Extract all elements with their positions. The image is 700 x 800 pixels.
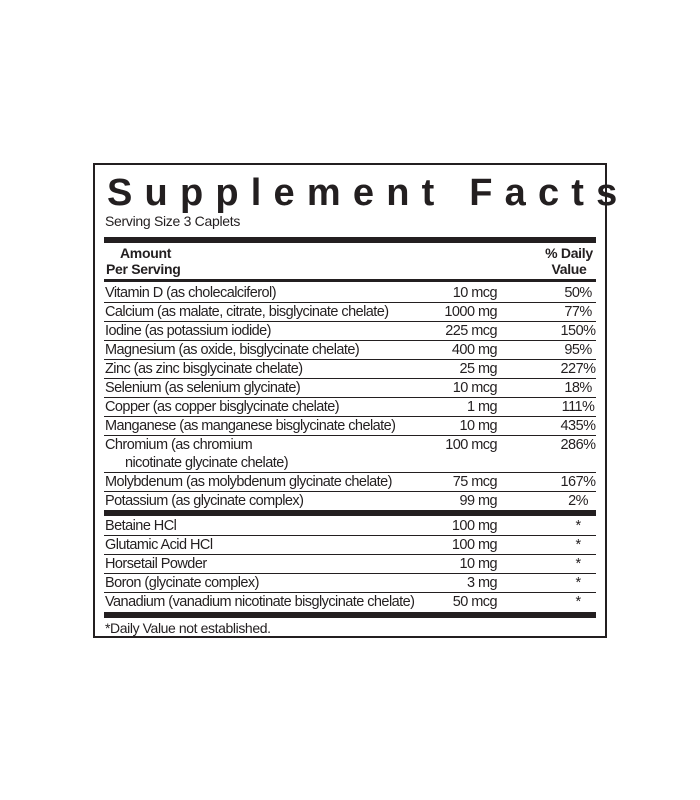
header-value: Value [551,261,587,277]
ingredient-row: Manganese (as manganese bisglycinate che… [104,417,596,436]
ingredient-daily-value: 435% [560,418,596,434]
ingredient-daily-value: 18% [564,380,592,396]
thick-divider [104,237,596,243]
ingredient-row: Copper (as copper bisglycinate chelate) 1… [104,398,596,417]
amount-per-serving-header: Amount Per Serving [106,245,181,277]
ingredient-name: Selenium (as selenium glycinate) [105,380,301,396]
ingredient-name: Magnesium (as oxide, bisglycinate chelat… [105,342,360,358]
thick-divider [104,510,596,516]
ingredient-daily-value: 286% [560,437,596,453]
serving-size: Serving Size 3 Caplets [105,213,241,229]
ingredient-amount: 25 mg [459,361,497,377]
ingredient-amount: 1000 mg [444,304,497,320]
ingredient-name: Vanadium (vanadium nicotinate bisglycina… [105,594,415,610]
ingredient-daily-value: * [575,575,581,591]
ingredient-daily-value: 167% [560,474,596,490]
ingredient-amount: 400 mg [451,342,498,358]
ingredient-amount: 225 mcg [445,323,497,339]
ingredient-daily-value: 2% [568,493,588,509]
ingredient-row: Glutamic Acid HCl 100 mg * [104,536,596,555]
ingredient-name: Manganese (as manganese bisglycinate che… [105,418,396,434]
ingredient-daily-value: 111% [561,399,595,415]
ingredient-daily-value: 227% [560,361,596,377]
ingredient-amount: 10 mg [459,418,497,434]
ingredient-row: Selenium (as selenium glycinate) 10 mcg 18… [104,379,596,398]
ingredient-row: Iodine (as potassium iodide) 225 mcg 150% [104,322,596,341]
ingredient-name: Molybdenum (as molybdenum glycinate chel… [105,474,392,490]
ingredient-row: Magnesium (as oxide, bisglycinate chelat… [104,341,596,360]
supplement-facts-panel: Supplement Facts Serving Size 3 Caplets … [93,163,617,638]
ingredient-name: Glutamic Acid HCl [105,537,213,553]
ingredient-amount: 3 mg [466,575,498,591]
ingredient-daily-value: 50% [564,285,592,301]
ingredient-name: Iodine (as potassium iodide) [105,323,272,339]
header-amount: Amount [120,245,172,261]
ingredient-name: Betaine HCl [105,518,177,534]
ingredient-daily-value: * [575,537,581,553]
header-per-serving: Per Serving [106,261,181,277]
ingredient-amount: 99 mg [459,493,497,509]
ingredient-daily-value: * [575,518,581,534]
ingredient-amount: 100 mg [451,518,498,534]
ingredient-amount: 10 mcg [452,380,498,396]
ingredient-row: Calcium (as malate, citrate, bisglycinat… [104,303,596,322]
ingredient-name: Vitamin D (as cholecalciferol) [105,285,277,301]
ingredient-daily-value: 95% [564,342,592,358]
panel-title: Supplement Facts [107,172,630,214]
ingredient-row: Potassium (as glycinate complex) 99 mg 2% [104,492,596,510]
ingredient-name: Potassium (as glycinate complex) [105,493,304,509]
ingredient-amount: 100 mcg [445,437,497,453]
nutrient-list: Vitamin D (as cholecalciferol) 10 mcg 50% C… [104,284,596,510]
ingredient-name: Boron (glycinate complex) [105,575,259,591]
ingredient-name: Calcium (as malate, citrate, bisglycinat… [105,304,389,320]
ingredient-row: Horsetail Powder 10 mg * [104,555,596,574]
header-divider [104,279,596,282]
ingredient-row: Molybdenum (as molybdenum glycinate chel… [104,473,596,492]
ingredient-amount: 10 mg [459,556,497,572]
ingredient-row: Chromium (as chromium nicotinate glycinat… [104,436,596,473]
ingredient-daily-value: 77% [564,304,592,320]
daily-value-header: % Daily Value [539,245,599,277]
ingredient-amount: 50 mcg [452,594,498,610]
ingredient-amount: 1 mg [466,399,498,415]
ingredient-daily-value: * [575,556,581,572]
footnote: *Daily Value not established. [105,620,271,636]
ingredient-name: Copper (as copper bisglycinate chelate) [105,399,340,415]
ingredient-amount: 10 mcg [452,285,498,301]
ingredient-amount: 100 mg [451,537,498,553]
other-ingredient-list: Betaine HCl 100 mg * Glutamic Acid HCl 100 m… [104,517,596,611]
ingredient-row: Zinc (as zinc bisglycinate chelate) 25 mg… [104,360,596,379]
ingredient-name: Zinc (as zinc bisglycinate chelate) [105,361,303,377]
ingredient-daily-value: 150% [560,323,596,339]
ingredient-daily-value: * [575,594,581,610]
ingredient-name: Chromium (as chromium [105,437,253,453]
ingredient-name-continued: nicotinate glycinate chelate) [125,455,289,471]
ingredient-row: Betaine HCl 100 mg * [104,517,596,536]
ingredient-amount: 75 mcg [452,474,498,490]
header-daily: % Daily [545,245,593,261]
thick-divider [104,612,596,618]
ingredient-row: Boron (glycinate complex) 3 mg * [104,574,596,593]
ingredient-row: Vanadium (vanadium nicotinate bisglycina… [104,593,596,611]
ingredient-name: Horsetail Powder [105,556,207,572]
ingredient-row: Vitamin D (as cholecalciferol) 10 mcg 50% [104,284,596,303]
